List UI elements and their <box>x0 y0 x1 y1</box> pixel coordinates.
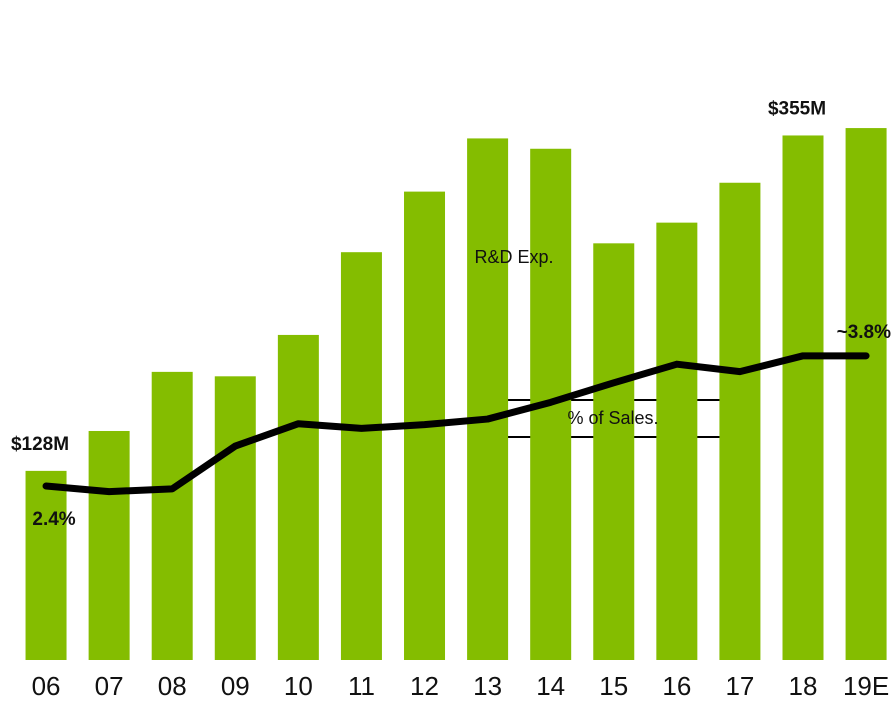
bar <box>656 222 698 660</box>
bar <box>719 182 761 660</box>
legend-label: R&D Exp. <box>474 247 553 267</box>
bar-value-label: $355M <box>768 98 826 119</box>
bar <box>277 334 319 660</box>
x-tick-label: 11 <box>348 671 375 701</box>
x-tick-label: 18 <box>789 671 818 701</box>
bar <box>845 128 887 661</box>
bar <box>782 135 824 661</box>
x-tick-label: 10 <box>284 671 313 701</box>
x-tick-label: 08 <box>158 671 187 701</box>
line-value-label: 2.4% <box>32 509 75 530</box>
line-value-label: ~3.8% <box>837 322 892 343</box>
bar <box>467 138 509 661</box>
x-tick-label: 14 <box>536 671 565 701</box>
bar <box>25 470 67 660</box>
x-tick-label: 16 <box>662 671 691 701</box>
x-tick-label: 17 <box>725 671 754 701</box>
bar <box>88 430 130 660</box>
x-tick-label: 09 <box>221 671 250 701</box>
bar-legend-box <box>420 238 608 276</box>
bar <box>340 252 382 660</box>
x-tick-label: 15 <box>599 671 628 701</box>
x-tick-label: 07 <box>95 671 124 701</box>
bar-value-label: $128M <box>11 434 69 455</box>
legend-label: % of Sales. <box>567 408 658 428</box>
x-tick-label: 13 <box>473 671 502 701</box>
bar <box>593 243 635 661</box>
line <box>42 352 870 496</box>
bar <box>214 376 256 660</box>
x-tick-label: 19E <box>843 671 889 701</box>
x-tick-label: 12 <box>410 671 439 701</box>
x-tick-label: 06 <box>32 671 61 701</box>
bar <box>151 371 193 660</box>
